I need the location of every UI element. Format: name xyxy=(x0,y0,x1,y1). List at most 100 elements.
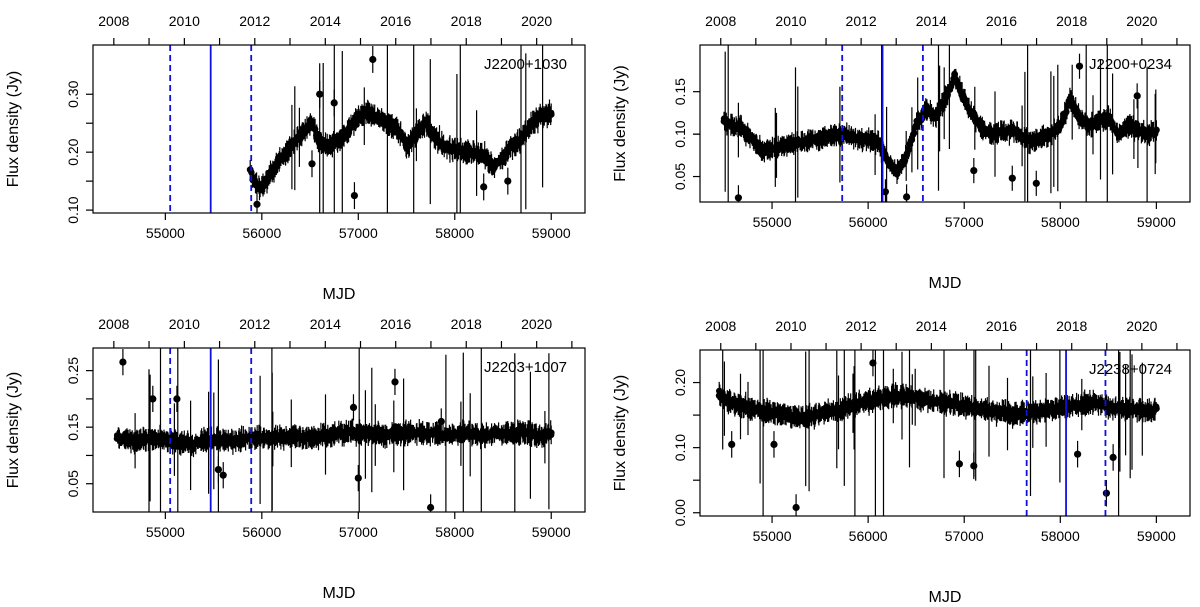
trend-point xyxy=(725,398,733,406)
trend-point xyxy=(1013,411,1021,419)
x-tick-label: 57000 xyxy=(339,225,378,241)
top-tick-label: 2008 xyxy=(98,316,129,332)
source-name: J2200+1030 xyxy=(484,56,567,73)
outlier-point xyxy=(881,188,890,196)
y-tick-label: 0.15 xyxy=(65,413,81,440)
x-tick-label: 57000 xyxy=(339,524,378,540)
y-tick-label: 0.05 xyxy=(65,470,81,497)
trend-point xyxy=(518,429,526,437)
y-tick-label: 0.25 xyxy=(65,357,81,384)
trend-point xyxy=(917,395,925,403)
trend-point xyxy=(326,143,333,150)
trend-point xyxy=(1085,122,1093,129)
trend-point xyxy=(393,125,401,133)
trend-point xyxy=(518,134,526,142)
trend-point xyxy=(821,408,829,416)
trend-point xyxy=(461,429,468,437)
trend-point xyxy=(763,408,771,416)
trend-point xyxy=(287,143,295,150)
top-tick-label: 2008 xyxy=(98,13,129,29)
trend-point xyxy=(364,108,372,115)
x-tick-label: 58000 xyxy=(435,524,474,540)
trend-point xyxy=(783,411,790,419)
top-tick-label: 2020 xyxy=(521,13,552,29)
x-tick-label: 55000 xyxy=(753,214,792,230)
top-tick-label: 2010 xyxy=(775,13,806,29)
top-tick-label: 2010 xyxy=(169,316,200,332)
data-point xyxy=(1063,108,1070,116)
x-axis-label: MJD xyxy=(323,585,356,602)
trend-point xyxy=(152,435,160,442)
trend-point xyxy=(1104,113,1112,121)
outlier-point xyxy=(437,417,445,426)
outlier-point xyxy=(253,200,261,208)
trend-point xyxy=(1124,122,1131,129)
top-tick-label: 2014 xyxy=(310,316,341,332)
trend-point xyxy=(374,114,381,121)
trend-point xyxy=(1047,130,1055,138)
source-name: J2200+0234 xyxy=(1089,56,1172,73)
trend-point xyxy=(316,140,324,147)
trend-point xyxy=(994,408,1002,416)
trend-point xyxy=(403,143,410,150)
data-layer xyxy=(720,45,1160,202)
trend-point xyxy=(898,392,906,399)
outlier-point xyxy=(869,359,877,367)
trend-point xyxy=(1028,139,1035,147)
top-tick-label: 2020 xyxy=(1126,13,1157,29)
plot-frame xyxy=(92,44,586,214)
trend-point xyxy=(720,118,728,125)
x-tick-label: 56000 xyxy=(849,214,888,230)
trend-point xyxy=(1153,126,1160,134)
trend-point xyxy=(171,437,179,445)
top-tick-label: 2018 xyxy=(451,316,482,332)
y-axis-label: Flux density (Jy) xyxy=(612,65,629,181)
trend-point xyxy=(1143,130,1151,138)
trend-point xyxy=(835,130,843,138)
data-point xyxy=(716,387,723,395)
trend-point xyxy=(461,148,468,156)
top-tick-label: 2012 xyxy=(846,13,877,29)
outlier-point xyxy=(480,183,488,191)
x-tick-label: 59000 xyxy=(532,524,571,540)
plot-frame xyxy=(699,44,1191,203)
outlier-point xyxy=(149,395,157,403)
top-tick-label: 2016 xyxy=(380,316,411,332)
trend-point xyxy=(859,398,867,406)
trend-point xyxy=(1114,130,1122,138)
data-point xyxy=(742,400,749,407)
source-name: J2238+0724 xyxy=(1089,361,1172,378)
top-tick-label: 2020 xyxy=(1126,318,1157,334)
trend-point xyxy=(1066,96,1074,104)
trend-point xyxy=(816,135,824,142)
trend-point xyxy=(735,401,742,409)
outlier-point xyxy=(446,145,454,153)
outlier-point xyxy=(728,440,736,448)
trend-point xyxy=(306,119,314,127)
trend-point xyxy=(1056,122,1064,129)
trend-point xyxy=(840,405,848,412)
trend-point xyxy=(268,435,275,442)
trend-point xyxy=(1095,118,1103,125)
outlier-point xyxy=(955,460,964,468)
data-layer xyxy=(246,45,555,213)
trend-point xyxy=(797,139,805,147)
top-tick-label: 2014 xyxy=(916,318,947,334)
trend-point xyxy=(422,429,430,437)
trend-point xyxy=(306,435,314,442)
y-axis-label: Flux density (Jy) xyxy=(612,375,629,491)
y-tick-label: 0.15 xyxy=(672,78,688,105)
trend-point xyxy=(547,111,555,118)
trend-point xyxy=(932,113,939,121)
outlier-point xyxy=(214,466,222,474)
outlier-point xyxy=(427,503,435,512)
trend-point xyxy=(383,119,391,127)
plot-frame xyxy=(92,347,586,513)
panel-j2200-1030: 55000 56000 57000 58000 59000 MJD 2008 2010 2012… xyxy=(5,13,586,303)
x-tick-label: 59000 xyxy=(532,225,571,241)
trend-point xyxy=(538,432,545,440)
trend-point xyxy=(412,131,420,139)
top-tick-label: 2014 xyxy=(310,13,341,29)
trend-point xyxy=(922,105,930,112)
